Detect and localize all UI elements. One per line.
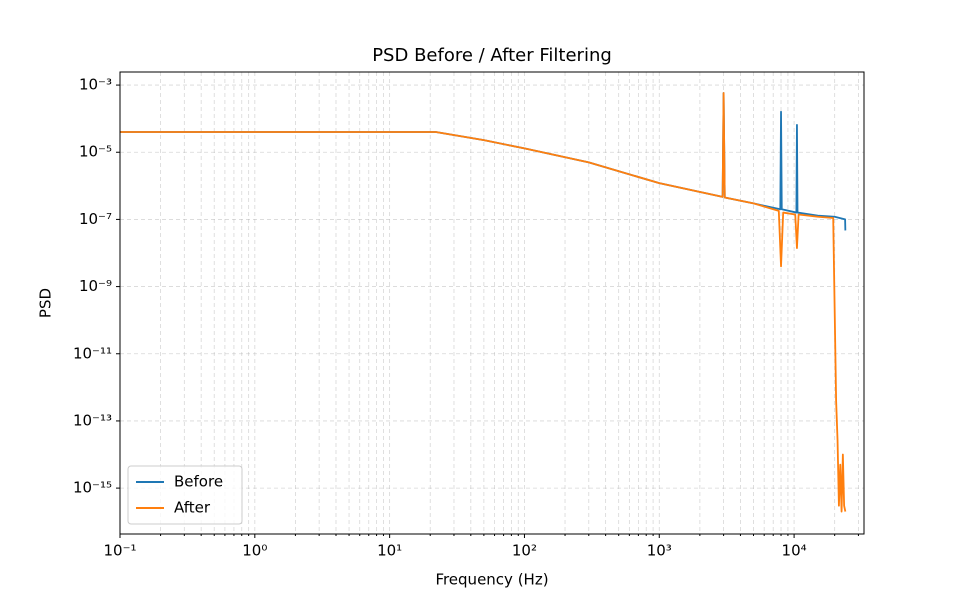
x-tick-label: 10⁰ (242, 542, 267, 560)
y-tick-label: 10⁻⁷ (79, 210, 112, 228)
x-tick-label: 10³ (647, 542, 672, 560)
x-tick-label: 10¹ (377, 542, 402, 560)
y-tick-label: 10⁻⁹ (79, 277, 112, 295)
chart-title: PSD Before / After Filtering (372, 45, 612, 66)
plot-area (120, 92, 847, 513)
x-tick-label: 10² (512, 542, 537, 560)
series-line (120, 92, 847, 513)
y-tick-label: 10⁻¹¹ (73, 344, 112, 362)
legend: Before After (127, 465, 243, 525)
y-tick-label: 10⁻⁵ (79, 143, 112, 161)
legend-box (127, 465, 243, 525)
axes-frame (119, 71, 865, 535)
legend-label: After (174, 499, 211, 517)
x-tick-label: 10⁴ (782, 542, 807, 560)
grid (119, 72, 864, 534)
x-tick-label: 10⁻¹ (103, 542, 136, 560)
legend-label: Before (174, 473, 223, 491)
y-tick-label: 10⁻¹⁵ (73, 479, 112, 497)
x-axis-label: Frequency (Hz) (435, 571, 548, 589)
ticks: 10⁻¹ 10⁰ 10¹ 10² 10³ 10⁴ 10⁻¹⁵ 10⁻¹³ 10⁻¹¹ 10⁻⁹ 10… (73, 76, 859, 560)
y-tick-label: 10⁻³ (79, 76, 112, 94)
y-tick-label: 10⁻¹³ (73, 411, 112, 429)
y-axis-label: PSD (37, 288, 55, 318)
